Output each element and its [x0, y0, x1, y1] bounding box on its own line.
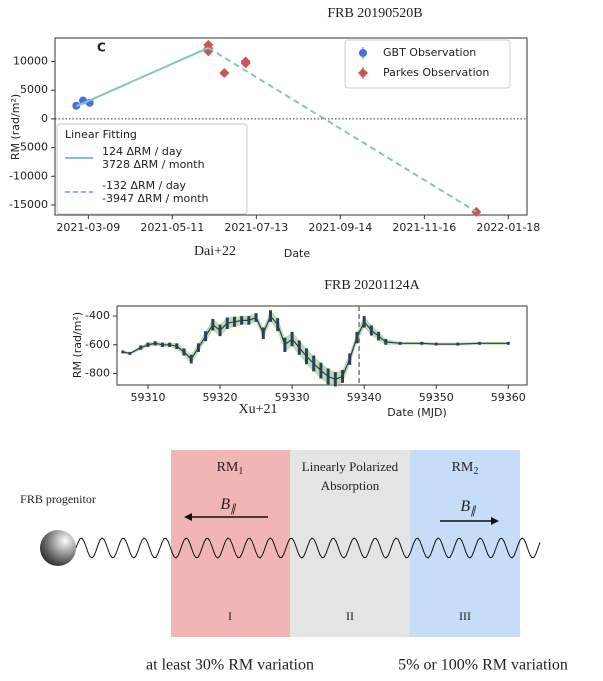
- chart-title: FRB 20201124A: [324, 278, 420, 293]
- region-label: RM2: [452, 460, 479, 477]
- label: B: [220, 496, 230, 513]
- legend-label: Parkes Observation: [383, 66, 489, 79]
- arrow-head: [184, 513, 192, 521]
- y-tick-label: -800: [85, 367, 110, 380]
- x-tick-label: 2021-11-16: [392, 221, 456, 234]
- subscript: ∥: [470, 505, 477, 517]
- y-tick-label: -400: [85, 309, 110, 322]
- x-tick-label: 59360: [491, 391, 526, 404]
- annotation: Dai+22: [194, 244, 236, 259]
- x-tick-label: 59330: [275, 391, 310, 404]
- plot-frame: [54, 37, 528, 216]
- x-tick-label: 2022-01-18: [476, 221, 540, 234]
- arrow-head: [491, 517, 499, 525]
- fit-line: [207, 46, 477, 213]
- region-numeral: III: [459, 609, 471, 623]
- y-axis-label: RM (rad/m²): [9, 94, 22, 160]
- panel-label: C: [97, 41, 106, 55]
- y-tick-label: -600: [85, 338, 110, 351]
- x-tick-label: 59350: [419, 391, 454, 404]
- subscript: ∥: [230, 503, 237, 515]
- annotation: Xu+21: [238, 402, 277, 417]
- progenitor-label: FRB progenitor: [20, 492, 96, 506]
- caption: 5% or 100% RM variation: [398, 657, 568, 674]
- legend-title: Linear Fitting: [65, 128, 137, 141]
- x-tick-label: 2021-05-11: [140, 221, 204, 234]
- label: RM: [452, 460, 474, 475]
- diamond-marker: [219, 67, 230, 78]
- x-axis-label: Date: [284, 247, 311, 260]
- caption: at least 30% RM variation: [146, 657, 314, 674]
- legend-marker: [359, 49, 367, 57]
- plot-frame: [116, 305, 528, 386]
- y-tick-label: -5000: [16, 141, 48, 154]
- subscript: 2: [473, 466, 478, 477]
- y-tick-label: -10000: [9, 169, 48, 182]
- x-tick-label: 2021-03-09: [56, 221, 120, 234]
- region-3: [410, 450, 520, 637]
- field-label: B∥: [460, 498, 477, 517]
- legend-label: -3947 ΔRM / month: [102, 192, 209, 205]
- y-tick-label: -15000: [9, 198, 48, 211]
- x-tick-label: 2021-07-13: [224, 221, 288, 234]
- y-axis-label: RM (rad/m²): [71, 312, 84, 378]
- x-tick-label: 59320: [203, 391, 238, 404]
- legend-label: 124 ΔRM / day: [102, 145, 183, 158]
- legend-box: [56, 123, 248, 215]
- legend-box: [344, 39, 511, 89]
- x-tick-label: 2021-09-14: [308, 221, 372, 234]
- region-2: [290, 450, 410, 637]
- x-axis-label: Date (MJD): [387, 406, 447, 419]
- region-label: Absorption: [321, 478, 380, 493]
- y-tick-label: 10000: [13, 55, 48, 68]
- legend-label: GBT Observation: [383, 46, 476, 59]
- y-tick-label: 0: [41, 112, 48, 125]
- legend-marker: [358, 68, 368, 78]
- field-label: B∥: [220, 496, 237, 515]
- diamond-marker: [240, 56, 251, 67]
- wave: [75, 537, 541, 559]
- region-label: Linearly Polarized: [302, 459, 399, 474]
- chart-title: FRB 20190520B: [327, 6, 422, 21]
- progenitor-sphere: [40, 530, 76, 566]
- subscript: 1: [238, 466, 243, 477]
- fit-line: [75, 46, 209, 108]
- label: B: [460, 498, 470, 515]
- region-numeral: II: [346, 609, 354, 623]
- legend-label: 3728 ΔRM / month: [102, 158, 205, 171]
- region-1: [171, 450, 290, 637]
- region-numeral: I: [228, 609, 232, 623]
- legend-label: -132 ΔRM / day: [102, 179, 187, 192]
- uncertainty-band: [122, 310, 509, 387]
- x-tick-label: 59340: [347, 391, 382, 404]
- y-tick-label: 5000: [20, 83, 48, 96]
- label: RM: [217, 460, 239, 475]
- x-tick-label: 59310: [130, 391, 165, 404]
- region-label: RM1: [217, 460, 244, 477]
